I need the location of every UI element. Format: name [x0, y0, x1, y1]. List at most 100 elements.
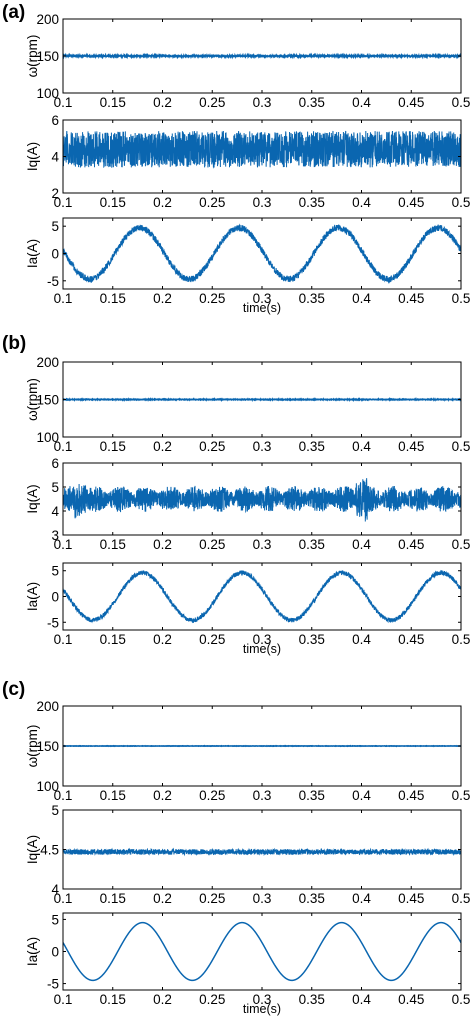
y-tick-label: 6: [51, 456, 59, 471]
signal-trace: [63, 396, 461, 403]
signal-trace: [63, 921, 461, 982]
y-tick-label: 2: [51, 186, 59, 201]
x-tick-label: 0.25: [199, 439, 225, 454]
y-axis-label: Iq(A): [25, 484, 40, 513]
x-tick-label: 0.3: [253, 632, 272, 647]
x-tick-label: 0.15: [100, 891, 126, 906]
x-tick-label: 0.35: [299, 537, 325, 552]
x-tick-label: 0.35: [299, 992, 325, 1007]
x-tick-label: 0.3: [253, 95, 272, 110]
x-tick-label: 0.45: [398, 632, 424, 647]
panel-label-1: (a): [2, 2, 25, 23]
x-tick-label: 0.3: [253, 992, 272, 1007]
y-tick-label: 150: [36, 739, 59, 754]
x-tick-label: 0.2: [153, 891, 172, 906]
y-axis-label: ω(rpm): [25, 725, 40, 768]
y-tick-label: 100: [36, 430, 59, 445]
x-tick-label: 0.45: [398, 95, 424, 110]
chart-2: 0.1 0.15 0.2 0.25 0.3 0.35 0.4 0.45 0.5 2 4 6 Iq(A): [25, 113, 470, 210]
x-tick-label: 0.45: [398, 788, 424, 803]
plot-frame: [62, 562, 462, 631]
x-tick-label: 0.25: [199, 891, 225, 906]
x-tick-label: 0.1: [54, 632, 73, 647]
y-axis-label: ω(rpm): [25, 378, 40, 421]
x-tick-label: 0.25: [199, 95, 225, 110]
x-tick-label: 0.5: [452, 537, 471, 552]
y-tick-label: 0: [51, 945, 59, 960]
signal-trace: [63, 847, 461, 857]
chart-1: 0.1 0.15 0.2 0.25 0.3 0.35 0.4 0.45 0.5 100 150 200…: [25, 12, 470, 110]
y-tick-label: 100: [36, 779, 59, 794]
x-tick-label: 0.5: [452, 195, 471, 210]
x-tick-label: 0.45: [398, 291, 424, 306]
y-axis-label: Iq(A): [25, 835, 40, 864]
x-tick-label: 0.1: [54, 891, 73, 906]
chart-8: 0.1 0.15 0.2 0.25 0.3 0.35 0.4 0.45 0.5 4 4.5 5 Iq(A…: [25, 803, 470, 906]
x-tick-label: 0.25: [199, 788, 225, 803]
y-tick-label: 150: [36, 49, 59, 64]
x-tick-label: 0.1: [54, 195, 73, 210]
panel-labels: (a) (b) (c): [2, 2, 26, 700]
x-tick-label: 0.3: [253, 537, 272, 552]
x-tick-label: 0.4: [352, 632, 371, 647]
x-tick-label: 0.4: [352, 195, 371, 210]
plot-frame: [62, 912, 462, 991]
y-axis-label: Ia(A): [25, 239, 40, 268]
x-tick-label: 0.2: [153, 195, 172, 210]
x-tick-label: 0.2: [153, 992, 172, 1007]
x-tick-label: 0.1: [54, 291, 73, 306]
x-tick-label: 0.25: [199, 537, 225, 552]
y-tick-label: 100: [36, 86, 59, 101]
chart-6: 0.1 0.15 0.2 0.25 0.3 0.35 0.4 0.45 0.5 -5 0 5 Ia(A)…: [25, 562, 470, 656]
x-tick-label: 0.4: [352, 95, 371, 110]
x-tick-label: 0.15: [100, 992, 126, 1007]
y-tick-label: 0: [51, 247, 59, 262]
chart-5: 0.1 0.15 0.2 0.25 0.3 0.35 0.4 0.45 0.5 3 4 5 6 Iq(A): [25, 456, 470, 552]
x-tick-label: 0.4: [352, 992, 371, 1007]
x-axis-label: time(s): [243, 1002, 281, 1016]
chart-9: 0.1 0.15 0.2 0.25 0.3 0.35 0.4 0.45 0.5 -5 0 5 Ia(A)…: [25, 912, 470, 1016]
y-tick-label: 4: [51, 504, 59, 519]
y-tick-label: 200: [36, 699, 59, 714]
y-tick-label: 5: [51, 803, 59, 818]
x-tick-label: 0.2: [153, 788, 172, 803]
x-tick-label: 0.15: [100, 291, 126, 306]
y-axis-label: Ia(A): [25, 937, 40, 966]
y-tick-label: -5: [47, 274, 59, 289]
y-tick-label: -5: [47, 977, 59, 992]
x-tick-label: 0.35: [299, 788, 325, 803]
y-axis-label: Iq(A): [25, 142, 40, 171]
y-tick-label: 5: [51, 564, 59, 579]
x-tick-label: 0.4: [352, 891, 371, 906]
x-axis-label: time(s): [243, 642, 281, 656]
x-tick-label: 0.15: [100, 439, 126, 454]
y-axis-label: ω(rpm): [25, 35, 40, 78]
panel-label-2: (b): [2, 333, 26, 354]
y-tick-label: 200: [36, 355, 59, 370]
x-tick-label: 0.5: [452, 439, 471, 454]
plot-frame: [62, 217, 462, 290]
x-tick-label: 0.2: [153, 439, 172, 454]
x-tick-label: 0.45: [398, 195, 424, 210]
y-tick-label: 4: [51, 882, 59, 897]
x-tick-label: 0.45: [398, 537, 424, 552]
y-tick-label: 3: [51, 528, 59, 543]
y-tick-label: 200: [36, 12, 59, 27]
panel-label-3: (c): [2, 679, 25, 700]
x-tick-label: 0.45: [398, 891, 424, 906]
x-tick-label: 0.35: [299, 195, 325, 210]
x-tick-label: 0.1: [54, 439, 73, 454]
x-tick-label: 0.3: [253, 439, 272, 454]
chart-4: 0.1 0.15 0.2 0.25 0.3 0.35 0.4 0.45 0.5 100 150 200…: [25, 355, 470, 454]
x-tick-label: 0.5: [452, 992, 471, 1007]
x-tick-label: 0.2: [153, 537, 172, 552]
chart-7: 0.1 0.15 0.2 0.25 0.3 0.35 0.4 0.45 0.5 100 150 200…: [25, 699, 470, 803]
signal-trace: [63, 478, 461, 522]
x-tick-label: 0.15: [100, 788, 126, 803]
y-tick-label: 5: [51, 912, 59, 927]
x-tick-label: 0.4: [352, 439, 371, 454]
x-tick-label: 0.25: [199, 992, 225, 1007]
y-tick-label: 150: [36, 393, 59, 408]
x-tick-label: 0.4: [352, 788, 371, 803]
